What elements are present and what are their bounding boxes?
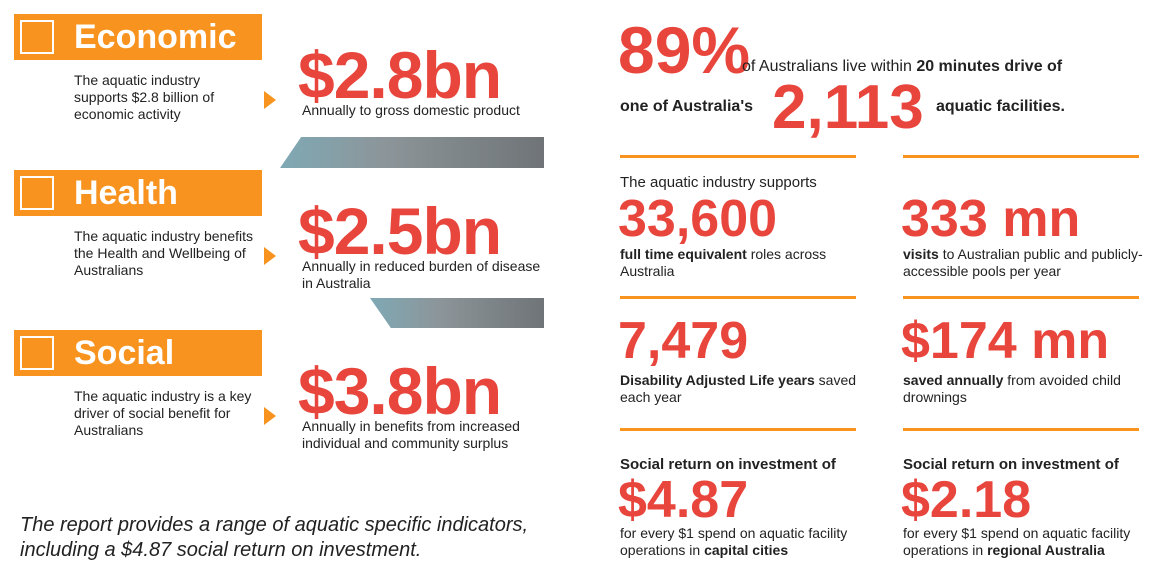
arrow: [264, 407, 276, 425]
stat-intro: Social return on investment of: [903, 456, 1119, 473]
headline-text: of Australians live within 20 minutes dr…: [742, 58, 1062, 76]
headline-stat: 89%: [618, 13, 751, 87]
caption-text: saved each year: [620, 372, 857, 405]
headline-stat: 2,113: [772, 73, 924, 142]
section-description: The aquatic industry benefits the Health…: [74, 228, 253, 278]
caption-text: from avoided child drownings: [903, 372, 1121, 405]
stat-figure: 7,479: [618, 312, 749, 370]
text: 20 minutes drive of: [916, 58, 1063, 75]
arrow: [264, 91, 276, 109]
caption-text: saved annually: [903, 372, 1004, 388]
caption-text: visits: [903, 246, 939, 262]
stat-caption: full time equivalent roles across Austra…: [620, 246, 860, 280]
figure: $2.5bn: [298, 194, 502, 268]
stat-intro: Social return on investment of: [620, 456, 836, 473]
stat-figure: 33,600: [618, 190, 778, 248]
divider: [903, 296, 1139, 299]
stat-figure: 333 mn: [901, 190, 1081, 248]
section-description: The aquatic industry is a key driver of …: [74, 388, 252, 438]
divider: [620, 296, 856, 299]
divider: [903, 428, 1139, 431]
section-heading: Economic: [14, 14, 262, 60]
icon: [20, 20, 54, 54]
caption-text: to Australian public and publicly-access…: [903, 246, 1143, 279]
heading-text: Social: [74, 334, 175, 372]
section-heading: Health: [14, 170, 262, 216]
text: of Australians live within: [742, 58, 917, 75]
heading-text: Economic: [74, 18, 237, 56]
figure-caption: Annually to gross domestic product: [302, 102, 520, 118]
photo-strip: [370, 298, 544, 328]
arrow: [264, 247, 276, 265]
divider: [620, 155, 856, 158]
stat-caption: saved annually from avoided child drowni…: [903, 372, 1143, 406]
caption: The report provides a range of aquatic s…: [20, 514, 529, 561]
caption-text: for every $1 spend on aquatic facility o…: [903, 525, 1131, 558]
stat-figure: $174 mn: [901, 312, 1110, 370]
caption-text: full time equivalent: [620, 246, 747, 262]
caption-text: roles across Australia: [620, 246, 827, 279]
icon: [20, 336, 54, 370]
stat-caption: visits to Australian public and publicly…: [903, 246, 1143, 280]
heading-text: Health: [74, 174, 178, 212]
caption-text: Disability Adjusted Life years: [620, 372, 815, 388]
icon: [20, 176, 54, 210]
stat-caption: for every $1 spend on aquatic facility o…: [903, 525, 1143, 559]
caption-text: for every $1 spend on aquatic facility o…: [620, 525, 848, 558]
divider: [620, 428, 856, 431]
stat-caption: Disability Adjusted Life years saved eac…: [620, 372, 860, 406]
stat-intro: The aquatic industry supports: [620, 174, 817, 191]
caption-text: capital cities: [704, 542, 789, 558]
figure: $2.8bn: [298, 38, 502, 112]
stat-figure: $2.18: [901, 471, 1032, 529]
section-description: The aquatic industry supports $2.8 billi…: [74, 72, 215, 122]
stat-caption: for every $1 spend on aquatic facility o…: [620, 525, 860, 559]
section-heading: Social: [14, 330, 262, 376]
stat-figure: $4.87: [618, 471, 749, 529]
divider: [903, 155, 1139, 158]
caption-text: regional Australia: [987, 542, 1105, 558]
figure-caption: Annually in reduced burden of disease in…: [302, 258, 541, 291]
photo-strip: [280, 137, 544, 168]
headline-text: aquatic facilities.: [936, 98, 1065, 115]
headline-text: one of Australia's: [620, 98, 754, 115]
figure-caption: Annually in benefits from increased indi…: [302, 418, 520, 451]
figure: $3.8bn: [298, 354, 502, 428]
